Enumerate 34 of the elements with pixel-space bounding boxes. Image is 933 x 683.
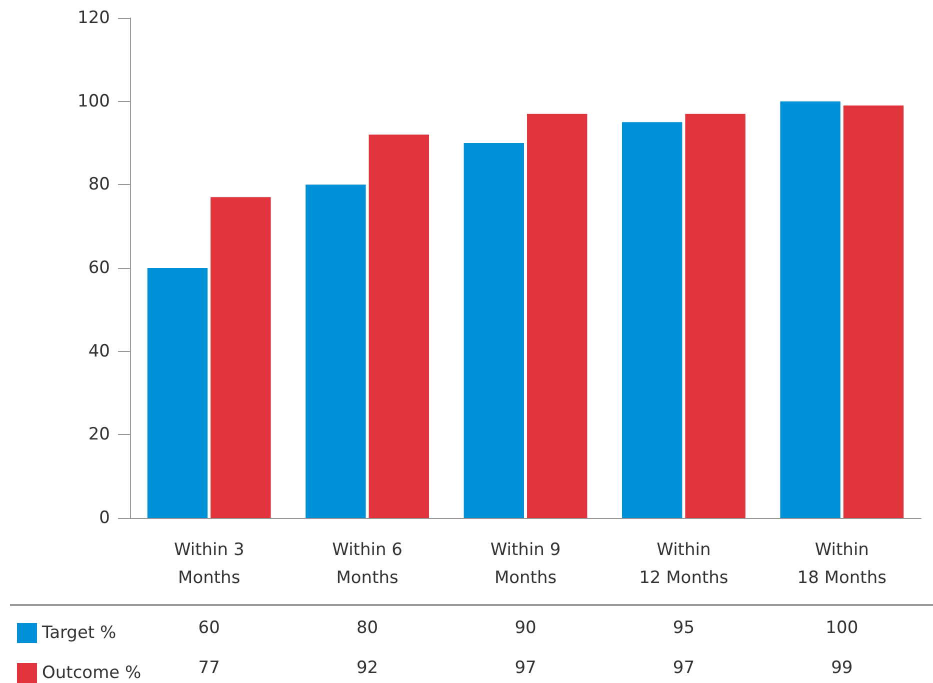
data-label: 95	[672, 618, 695, 638]
data-label: 80	[356, 618, 378, 638]
bar	[527, 114, 588, 518]
x-tick-label: Within 3 Months	[174, 540, 244, 588]
y-tick-label: 0	[99, 508, 110, 528]
bar	[368, 134, 429, 518]
data-label: 60	[198, 618, 220, 638]
bar	[685, 114, 746, 518]
bar	[622, 122, 682, 518]
x-tick-label: Within 9 Months	[490, 540, 561, 588]
y-tick-label: 20	[88, 424, 110, 445]
bar	[210, 197, 271, 518]
bar	[464, 143, 524, 518]
bar	[843, 106, 904, 518]
bar	[780, 101, 840, 518]
x-tick-label: Within 6 Months	[332, 540, 402, 588]
y-tick-label: 80	[88, 174, 110, 195]
x-tick-label: Within 12 Months	[639, 540, 728, 588]
legend-label: Target %	[41, 623, 116, 643]
y-tick-label: 120	[78, 8, 110, 28]
x-tick-label: Within 18 Months	[797, 540, 887, 588]
data-label: 100	[826, 618, 858, 638]
data-label: 77	[198, 658, 220, 678]
data-label: 99	[831, 658, 853, 678]
y-tick-label: 40	[88, 341, 110, 362]
y-tick-label: 60	[88, 258, 110, 278]
y-tick-label: 100	[78, 91, 110, 112]
data-label: 90	[514, 618, 536, 638]
legend-label: Outcome %	[42, 663, 142, 683]
data-label: 92	[356, 658, 378, 678]
data-label: 97	[514, 658, 536, 678]
data-label: 97	[672, 658, 695, 678]
bar	[147, 268, 208, 518]
bar	[306, 184, 366, 518]
